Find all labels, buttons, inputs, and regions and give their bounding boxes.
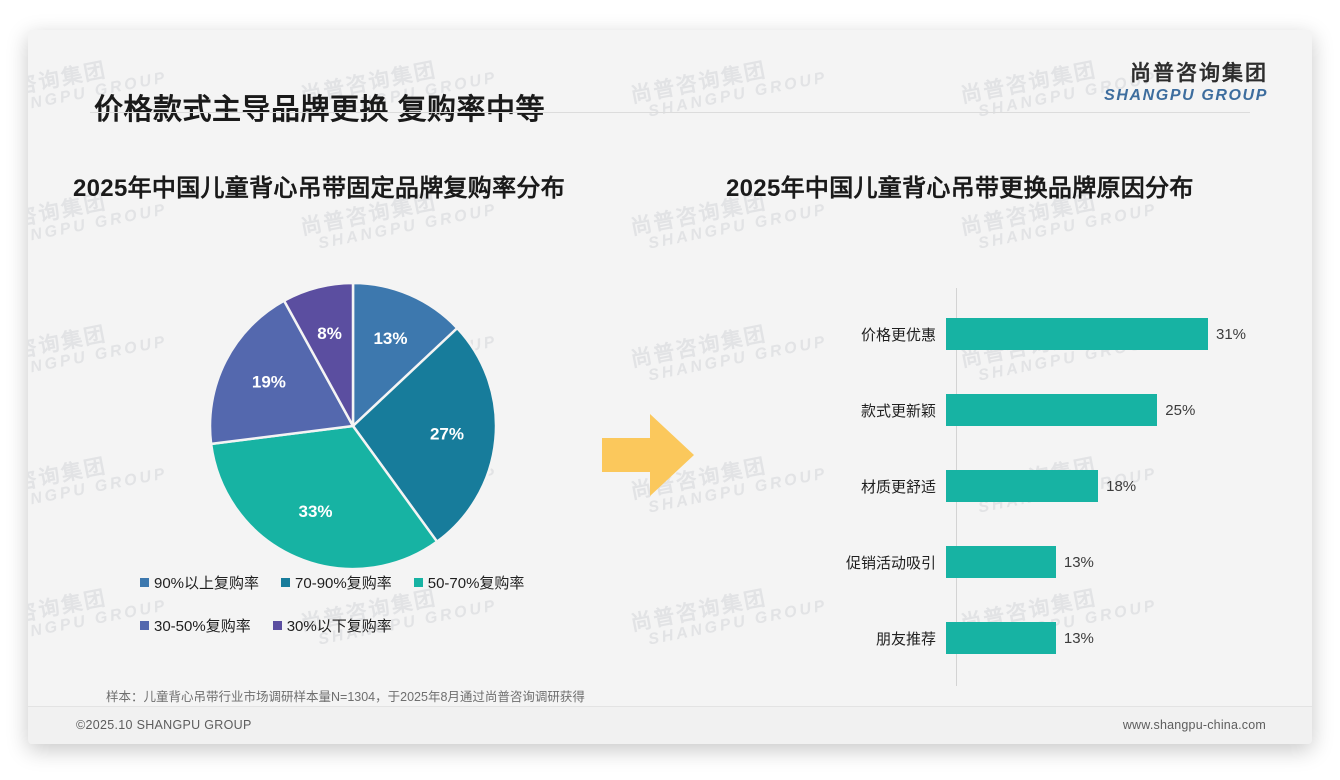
legend-item[interactable]: 70-90%复购率 <box>281 572 392 593</box>
legend-item-label: 30-50%复购率 <box>154 618 251 635</box>
pie-slice-label: 19% <box>252 373 286 392</box>
slide-footer: ©2025.10 SHANGPU GROUP www.shangpu-china… <box>28 707 1312 744</box>
bar-category-label: 价格更优惠 <box>860 326 936 344</box>
legend-row: 90%以上复购率 70-90%复购率 50-70%复购率 <box>140 572 610 593</box>
bar-track: 25% <box>946 390 1288 430</box>
pie-legend: 90%以上复购率 70-90%复购率 50-70%复购率 30-50%复购率 30%以下… <box>140 572 610 658</box>
bar-row: 款式更新颖 25% <box>728 390 1288 430</box>
copyright-text: ©2025.10 SHANGPU GROUP <box>76 718 252 732</box>
bar-category-label: 朋友推荐 <box>875 630 936 648</box>
logo-chinese-text: 尚普咨询集团 <box>1130 62 1268 85</box>
bar-category-label: 材质更舒适 <box>860 478 936 496</box>
right-chart-title: 2025年中国儿童背心吊带更换品牌原因分布 <box>726 175 1194 202</box>
left-chart-title: 2025年中国儿童背心吊带固定品牌复购率分布 <box>73 175 565 202</box>
arrow-svg <box>602 414 694 496</box>
legend-color-swatch <box>413 578 423 587</box>
pie-slice[interactable] <box>351 281 460 429</box>
pie-slice[interactable] <box>351 326 498 544</box>
website-link[interactable]: www.shangpu-china.com <box>1122 718 1266 732</box>
bar-track: 13% <box>946 618 1288 658</box>
repurchase-rate-pie-chart: 13% 27% 33% 19% 8% <box>203 276 503 576</box>
bar-value-label: 31% <box>1216 325 1247 343</box>
bar-track: 18% <box>946 466 1288 506</box>
legend-item-label: 90%以上复购率 <box>154 575 260 592</box>
bar-value-label: 25% <box>1165 401 1196 419</box>
legend-item[interactable]: 50-70%复购率 <box>413 572 525 593</box>
footer-divider <box>28 706 1312 707</box>
legend-color-swatch <box>281 578 291 587</box>
pie-svg: 13% 27% 33% 19% 8% <box>208 281 498 571</box>
legend-color-swatch <box>140 578 149 587</box>
pie-slice-label: 27% <box>430 424 464 443</box>
bar-value-label: 13% <box>1063 553 1094 571</box>
legend-item[interactable]: 30%以下复购率 <box>272 615 392 636</box>
legend-item-label: 70-90%复购率 <box>295 575 392 592</box>
legend-item-label: 30%以下复购率 <box>286 618 392 635</box>
bar-track: 13% <box>946 542 1288 582</box>
legend-row: 30-50%复购率 30%以下复购率 <box>140 615 610 636</box>
bar-row: 材质更舒适 18% <box>728 466 1288 506</box>
pie-slice[interactable] <box>208 298 355 446</box>
page-title: 价格款式主导品牌更换 复购率中等 <box>94 94 546 126</box>
logo-english-text: SHANGPU GROUP <box>1104 87 1268 105</box>
header-divider <box>90 112 1250 113</box>
slide-header: 价格款式主导品牌更换 复购率中等 尚普咨询集团 SHANGPU GROUP <box>28 30 1312 126</box>
pie-slice-label: 13% <box>373 329 407 348</box>
right-arrow-icon <box>600 412 696 503</box>
bar-value-label: 18% <box>1106 477 1137 495</box>
pie-slice-label: 33% <box>299 502 333 521</box>
bar-fill[interactable] <box>946 318 1208 350</box>
slide-canvas: 尚普咨询集团 SHANGPU GROUP 尚普咨询集团 SHANGPU GROUP 尚普… <box>28 30 1312 744</box>
switch-reason-bar-chart: 价格更优惠 31% 款式更新颖 25% 材质更舒适 18% 促销活动吸引 13% 朋友推荐 13% <box>728 288 1288 688</box>
bar-row: 价格更优惠 31% <box>728 314 1288 354</box>
legend-color-swatch <box>140 621 149 630</box>
bar-category-label: 款式更新颖 <box>860 402 936 420</box>
legend-item[interactable]: 30-50%复购率 <box>140 615 251 636</box>
pie-slice-label: 8% <box>317 324 342 343</box>
bar-fill[interactable] <box>946 470 1099 502</box>
legend-color-swatch <box>272 621 282 630</box>
bar-fill[interactable] <box>946 394 1158 426</box>
bar-value-label: 13% <box>1063 629 1094 647</box>
bar-row: 朋友推荐 13% <box>728 618 1288 658</box>
pie-slice[interactable] <box>209 424 439 571</box>
brand-logo: 尚普咨询集团 SHANGPU GROUP <box>1104 62 1268 105</box>
legend-item-label: 50-70%复购率 <box>427 575 525 592</box>
bar-category-label: 促销活动吸引 <box>845 554 936 572</box>
pie-slice[interactable] <box>282 281 355 427</box>
bar-row: 促销活动吸引 13% <box>728 542 1288 582</box>
legend-item[interactable]: 90%以上复购率 <box>140 572 259 593</box>
bar-fill[interactable] <box>946 622 1056 654</box>
bar-track: 31% <box>946 314 1288 354</box>
sample-footnote: 样本：儿童背心吊带行业市场调研样本量N=1304，于2025年8月通过尚普咨询调… <box>106 690 585 704</box>
bar-fill[interactable] <box>946 546 1056 578</box>
